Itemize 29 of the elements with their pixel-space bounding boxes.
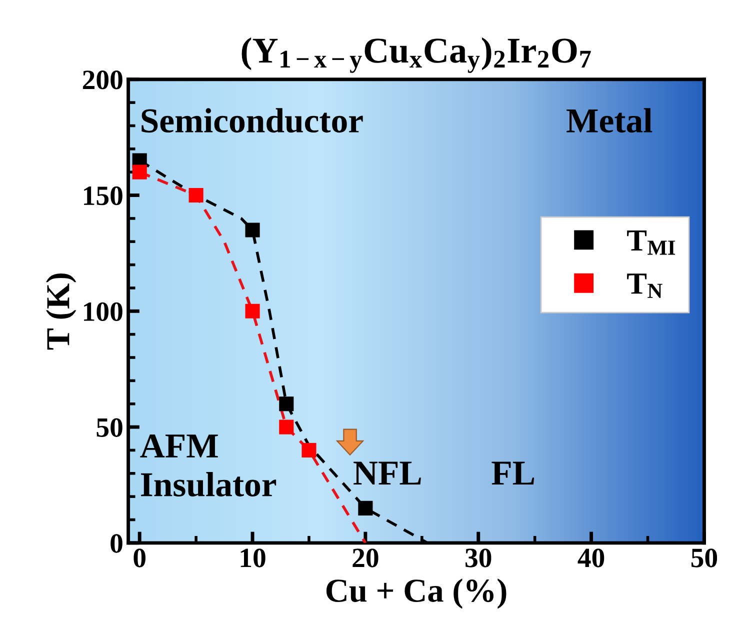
x-tick-label: 30 xyxy=(466,548,492,568)
legend-label: T$_{MI}$ xyxy=(627,230,676,255)
y-tick-label: 150 xyxy=(84,186,122,206)
y-axis-title: T (K) xyxy=(46,274,76,350)
point xyxy=(245,222,260,238)
point xyxy=(279,396,294,412)
point xyxy=(302,442,316,458)
point xyxy=(132,164,147,180)
legend-label: T$_{N}$ xyxy=(627,274,662,298)
annotation: Semiconductor xyxy=(142,108,363,133)
point xyxy=(245,304,260,318)
annotation: FL xyxy=(492,462,534,485)
y-tick-label: 50 xyxy=(96,418,122,437)
x-tick-label: 10 xyxy=(240,548,266,568)
x-tick-label: 40 xyxy=(578,548,604,568)
annotation: Metal xyxy=(566,108,652,133)
chart-title: (Y$_{1−x−y}$Cu$_{x}$Ca$_{y}$)$_{2}$Ir$_{2}$O$_{7}$ xyxy=(242,37,591,73)
x-tick-label: 0 xyxy=(134,548,146,568)
y-tick-label: 200 xyxy=(82,70,122,90)
x-tick-label: 50 xyxy=(691,548,718,568)
point xyxy=(358,500,373,516)
point xyxy=(279,420,294,434)
x-axis-title: Cu + Ca (%) xyxy=(326,578,506,609)
y-tick-label: 100 xyxy=(84,302,122,322)
annotation: AFM Insulator xyxy=(140,434,276,497)
point xyxy=(188,188,204,203)
annotation: NFL xyxy=(354,462,421,485)
y-tick-label: 0 xyxy=(110,534,122,553)
x-tick-label: 20 xyxy=(352,548,378,568)
